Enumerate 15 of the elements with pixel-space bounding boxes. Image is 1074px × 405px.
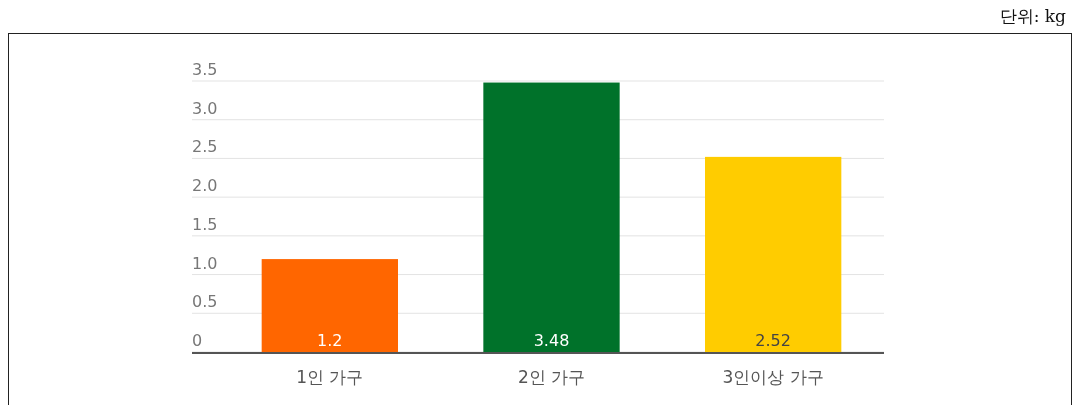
y-tick-label: 0: [192, 331, 203, 350]
y-tick-label: 0.5: [192, 292, 218, 312]
y-tick-label: 2.0: [192, 176, 218, 196]
y-tick-label: 1.5: [192, 214, 218, 234]
y-tick-label: 3.5: [192, 60, 218, 79]
data-label: 3.48: [533, 331, 570, 350]
x-tick-label: 3인이상 가구: [722, 367, 824, 387]
text: 단위: kg: [999, 6, 1067, 26]
y-tick-label: 1.0: [192, 253, 218, 273]
x-tick-label: 1인 가구: [296, 367, 364, 387]
data-label: 1.2: [317, 331, 343, 350]
x-tick-label: 2인 가구: [517, 367, 586, 387]
data-label: 2.52: [755, 331, 791, 350]
y-tick-label: 2.5: [192, 137, 218, 157]
y-tick-label: 3.0: [192, 98, 218, 118]
